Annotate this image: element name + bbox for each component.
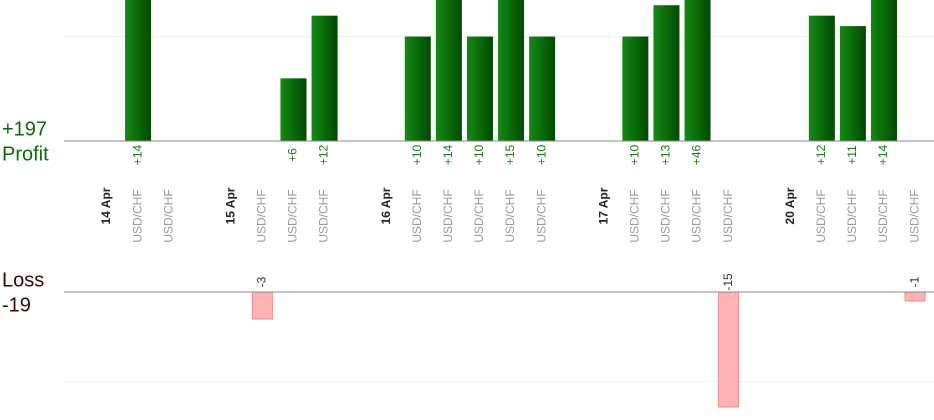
pair-label: USD/CHF xyxy=(845,189,859,242)
profit-bar xyxy=(871,0,897,141)
profit-bar xyxy=(529,36,556,141)
loss-value-label: -15 xyxy=(721,273,735,291)
profit-bar xyxy=(311,15,338,142)
pair-label: USD/CHF xyxy=(503,189,517,242)
profit-bar xyxy=(125,0,152,141)
profit-value-label: +10 xyxy=(472,144,486,165)
pair-label: USD/CHF xyxy=(814,189,828,242)
pair-label: USD/CHF xyxy=(534,189,548,242)
pair-label: USD/CHF xyxy=(130,189,144,242)
profit-bar xyxy=(280,78,307,141)
pair-label: USD/CHF xyxy=(876,189,890,242)
loss-value-label: -1 xyxy=(907,276,921,287)
date-label: 16 Apr xyxy=(379,187,393,224)
pair-label: USD/CHF xyxy=(690,189,704,242)
date-label: 14 Apr xyxy=(99,187,113,224)
date-label: 20 Apr xyxy=(783,187,797,224)
date-label: 17 Apr xyxy=(596,187,610,224)
profit-bar xyxy=(684,0,711,141)
loss-value-label: -3 xyxy=(255,276,269,287)
profit-value-label: +10 xyxy=(410,144,424,165)
profit-value-label: +15 xyxy=(503,144,517,165)
profit-bar xyxy=(466,36,493,141)
pair-label: USD/CHF xyxy=(472,189,486,242)
loss-total: -19 xyxy=(2,294,31,316)
profit-bar xyxy=(653,5,680,141)
pair-label: USD/CHF xyxy=(286,189,300,242)
pair-label: USD/CHF xyxy=(410,189,424,242)
profit-value-label: +14 xyxy=(876,144,890,165)
profit-label: Profit xyxy=(2,143,49,165)
pair-label: USD/CHF xyxy=(721,189,735,242)
pair-label: USD/CHF xyxy=(907,189,921,242)
loss-bar xyxy=(251,291,273,320)
profit-value-label: +46 xyxy=(690,144,704,165)
pair-label: USD/CHF xyxy=(255,189,269,242)
profit-value-label: +12 xyxy=(814,144,828,165)
profit-bar xyxy=(404,36,431,141)
profit-bar xyxy=(435,0,462,141)
bars xyxy=(125,0,926,408)
profit-value-label: +14 xyxy=(130,144,144,165)
pair-label: USD/CHF xyxy=(161,189,175,242)
profit-value-label: +11 xyxy=(845,145,859,165)
profit-value-label: +10 xyxy=(534,144,548,165)
profit-bar xyxy=(839,26,866,141)
loss-label: Loss xyxy=(2,269,44,291)
profit-value-label: +12 xyxy=(317,144,331,165)
date-label: 15 Apr xyxy=(223,187,237,224)
loss-bar xyxy=(904,291,926,302)
pair-label: USD/CHF xyxy=(317,189,331,242)
profit-bar xyxy=(622,36,649,141)
profit-value-label: +6 xyxy=(286,148,300,162)
loss-bar xyxy=(718,291,740,408)
profit-value-label: +14 xyxy=(441,144,455,165)
pair-label: USD/CHF xyxy=(441,189,455,242)
profit-total: +197 xyxy=(2,118,47,140)
profit-value-label: +13 xyxy=(659,144,673,165)
pair-label: USD/CHF xyxy=(628,189,642,242)
profit-value-label: +10 xyxy=(628,144,642,165)
pair-label: USD/CHF xyxy=(659,189,673,242)
profit-bar xyxy=(808,15,835,142)
profit-bar xyxy=(498,0,525,141)
